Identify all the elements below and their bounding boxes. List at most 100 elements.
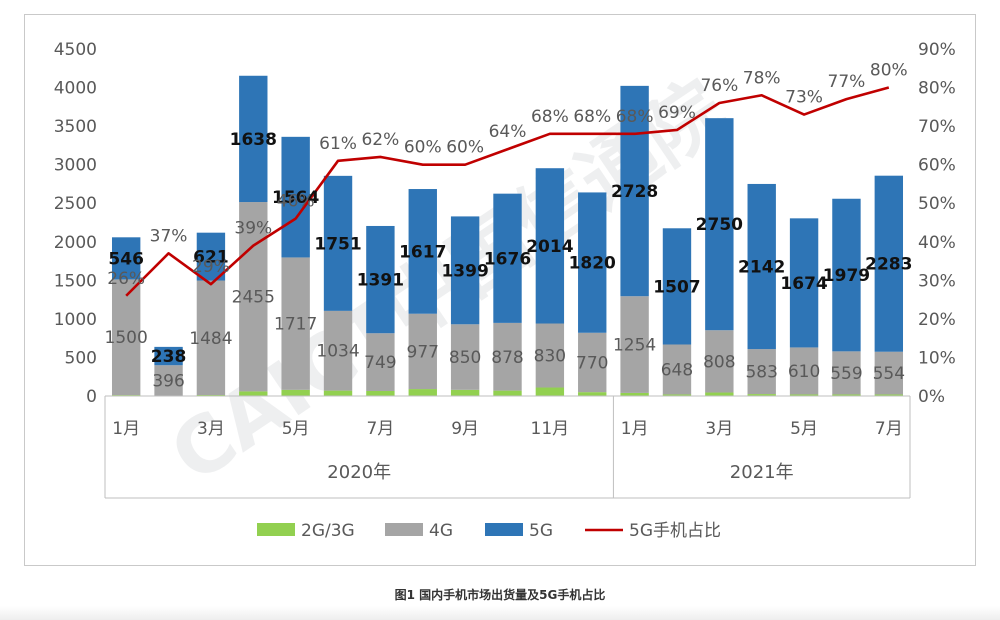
bar-5G-18 [874,175,904,352]
bar-5G-17 [832,198,861,352]
bar-2G3G-5 [323,390,353,396]
bar-2G3G-12 [620,392,649,396]
bar-4G-5 [323,310,353,391]
y-right-tick-label: 0% [918,387,945,407]
label-4g-0: 1500 [105,328,148,348]
bar-5G-6 [366,225,395,334]
y-left-tick-label: 0 [86,387,97,407]
x-axis: 1月 3月 5月 7月 9月 11月 1月 3月 5月 7月 2020年 2021年 [104,395,911,499]
y-right-tick-label: 60% [918,156,956,176]
x-tick-label: 11月 [531,419,570,439]
y-left-tick-label: 3500 [54,117,97,137]
label-share-17: 77% [828,72,866,92]
label-5g-18: 2283 [865,255,912,275]
label-4g-10: 830 [534,347,566,367]
label-share-1: 37% [150,226,188,246]
bar-4G-10 [535,323,565,388]
label-5g-3: 1638 [230,130,277,150]
label-5g-4: 1564 [272,188,319,208]
bar-2G3G-10 [535,387,565,396]
label-5g-15: 2142 [738,258,785,278]
label-share-12: 68% [616,107,654,127]
bar-4G-3 [239,202,268,392]
label-4g-12: 1254 [613,336,656,356]
bar-4G-4 [281,257,310,390]
bar-2G3G-17 [832,394,861,396]
x-tick-label: 1月 [112,419,140,439]
label-5g-2: 621 [193,248,229,268]
y-right-tick-label: 90% [918,40,956,60]
y-right-tick-label: 20% [918,310,956,330]
bar-4G-0 [111,279,141,396]
label-5g-12: 2728 [611,182,658,202]
bar-2G3G-16 [789,394,819,396]
label-4g-6: 749 [364,353,396,373]
label-4g-1: 396 [152,372,184,392]
label-5g-17: 1979 [823,266,870,286]
bar-5G-11 [578,192,607,333]
y-left-tick-label: 4000 [54,79,97,99]
label-share-7: 60% [404,138,442,158]
label-5g-0: 546 [108,249,144,269]
legend-label: 4G [429,521,453,541]
legend: 2G/3G 4G 5G 5G手机占比 [257,521,721,541]
bar-4G-7 [408,313,437,390]
label-5g-6: 1391 [357,271,404,291]
label-share-0: 26% [107,269,145,289]
legend-label: 5G [529,521,553,541]
y-right-tick-label: 40% [918,233,956,253]
year-group-label: 2021年 [730,462,794,483]
bar-5G-8 [450,216,480,325]
bar-2G3G-11 [578,392,607,396]
bar-5G-9 [493,193,522,323]
bar-4G-2 [196,280,226,395]
label-share-9: 64% [489,122,527,142]
bars [111,75,904,396]
x-tick-label: 3月 [197,419,225,439]
bar-2G3G-13 [662,394,692,396]
y-right-tick-label: 30% [918,271,956,291]
label-share-13: 69% [658,103,696,123]
stacked-bar-line-chart: CAICT中国信通院 05001000150020002500300035004… [54,40,956,541]
x-tick-label: 5月 [282,419,310,439]
bar-4G-13 [662,344,692,395]
bar-2G3G-7 [408,389,437,396]
label-4g-9: 878 [491,348,523,368]
bar-2G3G-9 [493,390,522,396]
bar-5G-14 [705,118,734,331]
bar-4G-6 [366,333,395,391]
bar-5G-16 [789,218,819,348]
bar-5G-1 [154,346,183,366]
label-4g-18: 554 [873,364,905,384]
bar-5G-4 [281,136,310,258]
x-tick-label: 5月 [790,419,818,439]
label-4g-14: 808 [703,352,735,372]
x-tick-label: 7月 [875,419,903,439]
label-5g-13: 1507 [653,277,700,297]
year-group-label: 2020年 [327,462,391,483]
label-5g-7: 1617 [399,242,446,262]
label-4g-3: 2455 [232,288,275,308]
label-5g-14: 2750 [696,215,743,235]
y-right-tick-label: 50% [918,194,956,214]
axes: 0 500 1000 1500 2000 2500 3000 3500 4000 4500 0% 10… [54,40,956,407]
x-tick-label: 1月 [621,419,649,439]
bar-2G3G-4 [281,389,310,396]
bar-2G3G-18 [874,394,904,396]
y-left-tick-label: 2000 [54,233,97,253]
label-share-4: 46% [277,192,315,212]
label-5g-9: 1676 [484,249,531,269]
bar-4G-15 [747,349,776,395]
label-5g-16: 1674 [780,274,827,294]
legend-label: 5G手机占比 [629,521,721,541]
label-share-15: 78% [743,68,781,88]
bar-2G3G-8 [450,389,480,396]
label-share-16: 73% [785,88,823,108]
label-4g-7: 977 [407,342,439,362]
bar-5G-2 [196,232,226,281]
y-right-tick-label: 10% [918,348,956,368]
bar-5G-10 [535,168,565,324]
label-share-3: 39% [234,219,272,239]
label-share-2: 29% [192,257,230,277]
